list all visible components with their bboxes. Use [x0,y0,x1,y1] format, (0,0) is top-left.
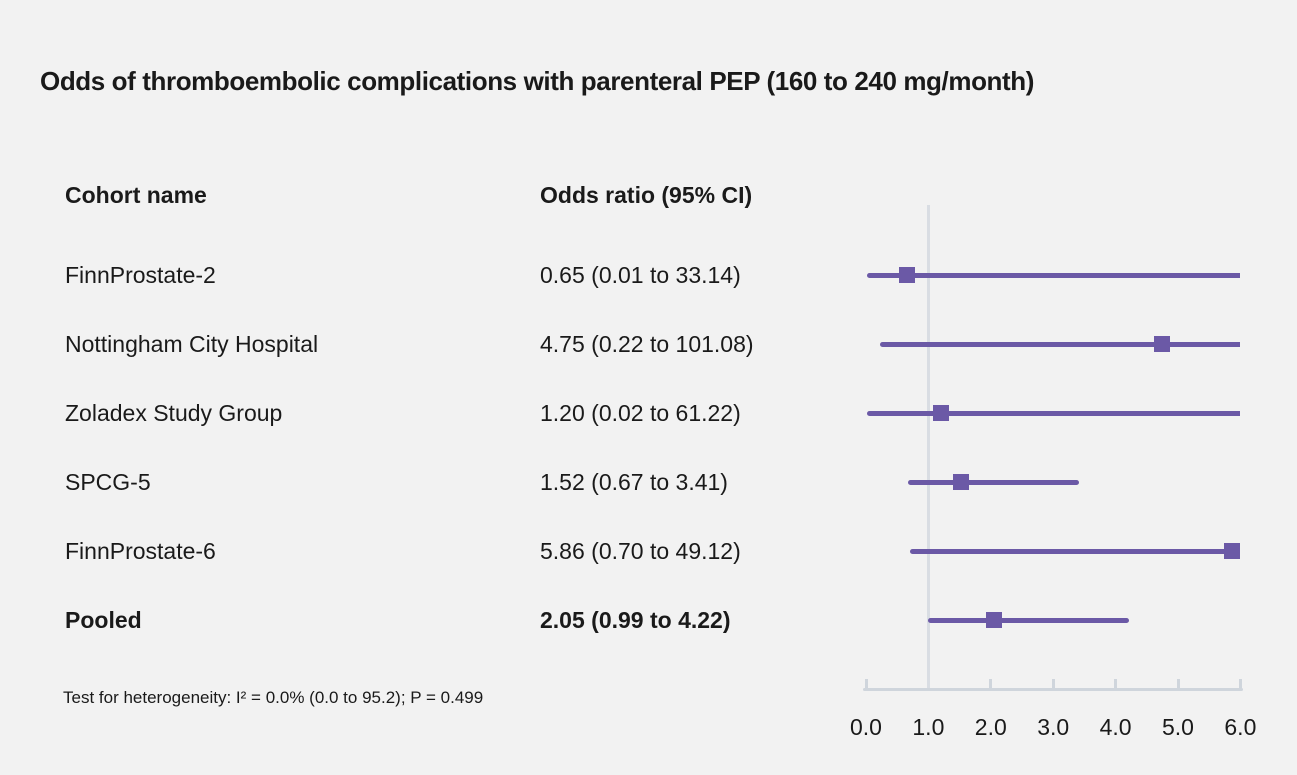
x-axis-tick-label: 2.0 [974,714,1007,740]
point-estimate-marker [1154,336,1171,352]
x-axis-tick-label: 1.0 [912,714,945,740]
odds-ratio-value: 4.75 (0.22 to 101.08) [540,331,754,357]
x-axis-tick [1114,679,1118,688]
odds-ratio-value: 1.52 (0.67 to 3.41) [540,469,728,495]
x-axis-tick-label: 0.0 [850,714,882,740]
x-axis-tick [1176,679,1180,688]
point-estimate-marker [1223,543,1240,559]
point-estimate-marker [932,405,949,421]
x-axis-tick [1238,679,1242,688]
confidence-interval-line [927,617,1130,623]
x-axis-line [863,688,1244,691]
point-estimate-marker [952,474,969,490]
heterogeneity-note: Test for heterogeneity: I² = 0.0% (0.0 t… [63,688,484,707]
cohort-name: FinnProstate-6 [65,538,216,564]
cohort-name: Pooled [65,607,142,633]
odds-ratio-value: 1.20 (0.02 to 61.22) [540,400,741,426]
confidence-interval-line [907,479,1079,485]
confidence-interval-line [909,548,1241,554]
x-axis-tick [989,679,993,688]
point-estimate-marker [898,267,915,283]
column-header-cohort: Cohort name [65,182,207,208]
reference-line [926,205,930,691]
confidence-interval-line [867,410,1241,416]
chart-title: Odds of thromboembolic complications wit… [40,66,1035,96]
x-axis-tick [1051,679,1055,688]
cohort-name: Zoladex Study Group [65,400,283,426]
x-axis-tick-label: 3.0 [1037,714,1070,740]
odds-ratio-value: 5.86 (0.70 to 49.12) [540,538,741,564]
cohort-name: Nottingham City Hospital [65,331,319,357]
x-axis-tick-label: 4.0 [1099,714,1132,740]
x-axis-tick-label: 5.0 [1162,714,1194,740]
column-header-odds-ratio: Odds ratio (95% CI) [540,182,753,208]
odds-ratio-value: 0.65 (0.01 to 33.14) [540,262,741,288]
odds-ratio-value: 2.05 (0.99 to 4.22) [540,607,731,633]
point-estimate-marker [985,612,1002,628]
confidence-interval-line [879,341,1241,347]
x-axis-tick [864,679,868,688]
x-axis-tick-label: 6.0 [1224,714,1257,740]
cohort-name: FinnProstate-2 [65,262,216,288]
confidence-interval-line [866,272,1241,278]
cohort-name: SPCG-5 [65,469,151,495]
